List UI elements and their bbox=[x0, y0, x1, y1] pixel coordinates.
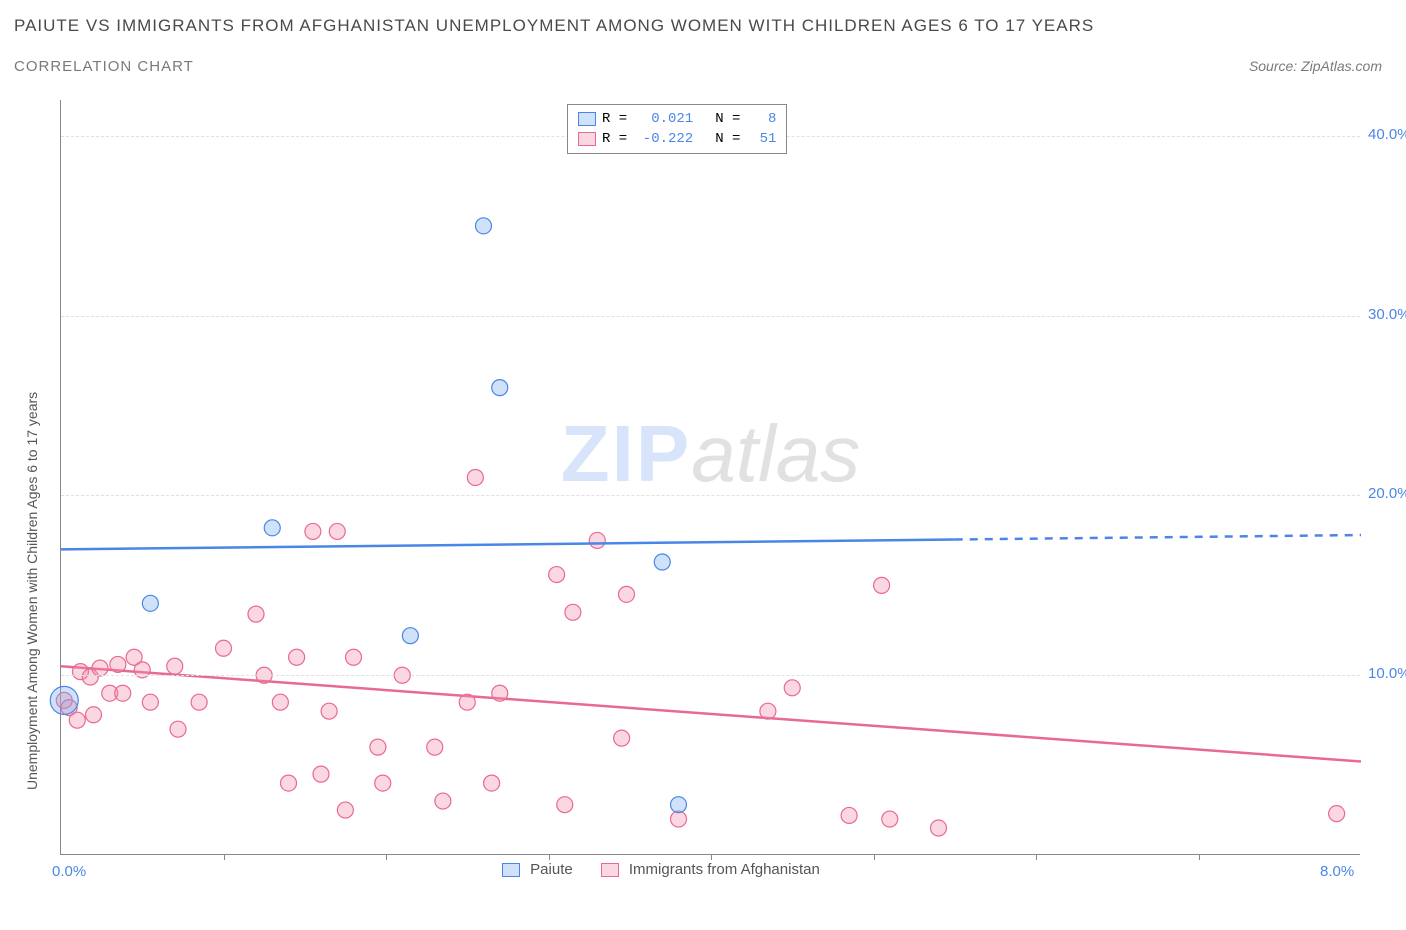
data-point-afghan bbox=[69, 712, 85, 728]
stats-row-afghan: R = -0.222 N = 51 bbox=[578, 129, 776, 149]
swatch-paiute-icon bbox=[502, 863, 520, 877]
data-point-afghan bbox=[272, 694, 288, 710]
data-point-afghan bbox=[549, 567, 565, 583]
data-point-afghan bbox=[784, 680, 800, 696]
legend-item-paiute: Paiute bbox=[502, 861, 573, 878]
regression-line-paiute-dashed bbox=[955, 535, 1361, 539]
data-point-afghan bbox=[110, 656, 126, 672]
data-point-afghan bbox=[216, 640, 232, 656]
y-tick-label: 10.0% bbox=[1368, 665, 1406, 682]
data-point-paiute bbox=[654, 554, 670, 570]
data-point-paiute bbox=[50, 686, 78, 714]
data-point-afghan bbox=[305, 523, 321, 539]
n-label: N = bbox=[715, 129, 740, 149]
data-point-afghan bbox=[882, 811, 898, 827]
data-point-afghan bbox=[931, 820, 947, 836]
data-point-afghan bbox=[435, 793, 451, 809]
x-tick bbox=[874, 854, 875, 860]
stats-legend: R = 0.021 N = 8 R = -0.222 N = 51 bbox=[567, 104, 787, 154]
x-tick-label: 0.0% bbox=[52, 863, 86, 880]
data-point-paiute bbox=[264, 520, 280, 536]
data-point-paiute bbox=[671, 797, 687, 813]
data-point-afghan bbox=[459, 694, 475, 710]
data-point-paiute bbox=[142, 595, 158, 611]
data-point-afghan bbox=[313, 766, 329, 782]
data-point-afghan bbox=[248, 606, 264, 622]
data-point-afghan bbox=[614, 730, 630, 746]
series-legend: Paiute Immigrants from Afghanistan bbox=[502, 861, 820, 878]
n-value-afghan: 51 bbox=[746, 129, 776, 149]
data-point-afghan bbox=[370, 739, 386, 755]
data-point-afghan bbox=[167, 658, 183, 674]
gridline bbox=[61, 316, 1360, 317]
r-label: R = bbox=[602, 109, 627, 129]
data-point-afghan bbox=[427, 739, 443, 755]
data-point-afghan bbox=[375, 775, 391, 791]
data-point-afghan bbox=[671, 811, 687, 827]
data-point-afghan bbox=[874, 577, 890, 593]
data-point-afghan bbox=[467, 470, 483, 486]
n-label: N = bbox=[715, 109, 740, 129]
plot-area: ZIPatlas bbox=[60, 100, 1360, 855]
y-axis-label: Unemployment Among Women with Children A… bbox=[24, 392, 40, 790]
y-tick-label: 30.0% bbox=[1368, 306, 1406, 323]
data-point-afghan bbox=[565, 604, 581, 620]
regression-line-paiute bbox=[61, 540, 955, 550]
r-label: R = bbox=[602, 129, 627, 149]
y-tick-label: 20.0% bbox=[1368, 485, 1406, 502]
legend-item-afghan: Immigrants from Afghanistan bbox=[601, 861, 820, 878]
legend-label-afghan: Immigrants from Afghanistan bbox=[629, 861, 820, 878]
n-value-paiute: 8 bbox=[746, 109, 776, 129]
swatch-afghan bbox=[578, 132, 596, 146]
data-point-afghan bbox=[281, 775, 297, 791]
r-value-paiute: 0.021 bbox=[633, 109, 693, 129]
x-tick bbox=[224, 854, 225, 860]
data-point-paiute bbox=[492, 380, 508, 396]
data-point-afghan bbox=[492, 685, 508, 701]
data-point-afghan bbox=[619, 586, 635, 602]
data-point-afghan bbox=[346, 649, 362, 665]
page-title: PAIUTE VS IMMIGRANTS FROM AFGHANISTAN UN… bbox=[14, 16, 1094, 36]
subtitle: CORRELATION CHART bbox=[14, 58, 194, 75]
source-label: Source: ZipAtlas.com bbox=[1249, 58, 1382, 74]
y-tick-label: 40.0% bbox=[1368, 126, 1406, 143]
swatch-afghan-icon bbox=[601, 863, 619, 877]
x-tick bbox=[549, 854, 550, 860]
data-point-paiute bbox=[476, 218, 492, 234]
data-point-afghan bbox=[170, 721, 186, 737]
legend-label-paiute: Paiute bbox=[530, 861, 573, 878]
data-point-paiute bbox=[402, 628, 418, 644]
data-point-afghan bbox=[841, 807, 857, 823]
data-point-afghan bbox=[760, 703, 776, 719]
regression-line-afghan bbox=[61, 666, 1361, 761]
data-point-afghan bbox=[1329, 806, 1345, 822]
data-point-afghan bbox=[86, 707, 102, 723]
data-point-afghan bbox=[142, 694, 158, 710]
data-point-afghan bbox=[115, 685, 131, 701]
data-point-afghan bbox=[191, 694, 207, 710]
stats-row-paiute: R = 0.021 N = 8 bbox=[578, 109, 776, 129]
data-point-afghan bbox=[589, 532, 605, 548]
gridline bbox=[61, 495, 1360, 496]
data-point-afghan bbox=[92, 660, 108, 676]
chart-svg bbox=[61, 100, 1361, 855]
data-point-afghan bbox=[484, 775, 500, 791]
x-tick bbox=[386, 854, 387, 860]
data-point-afghan bbox=[289, 649, 305, 665]
x-tick bbox=[711, 854, 712, 860]
data-point-afghan bbox=[557, 797, 573, 813]
x-tick bbox=[1036, 854, 1037, 860]
data-point-afghan bbox=[337, 802, 353, 818]
data-point-afghan bbox=[329, 523, 345, 539]
x-tick-label: 8.0% bbox=[1320, 863, 1354, 880]
swatch-paiute bbox=[578, 112, 596, 126]
data-point-afghan bbox=[321, 703, 337, 719]
r-value-afghan: -0.222 bbox=[633, 129, 693, 149]
gridline bbox=[61, 675, 1360, 676]
x-tick bbox=[1199, 854, 1200, 860]
